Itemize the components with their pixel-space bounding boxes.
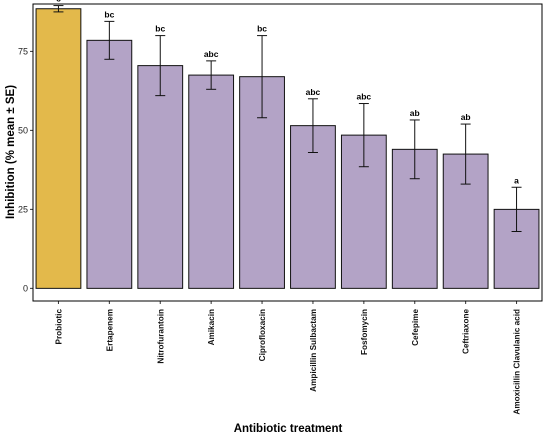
significance-label: abc: [306, 87, 321, 97]
x-tick-label: Amikacin: [207, 309, 216, 345]
bar-amikacin: [188, 74, 235, 289]
x-tick-label: Nitrofurantoin: [156, 309, 165, 364]
x-tick-label: Amoxicillin Clavulanic acid: [513, 309, 522, 415]
y-tick-label: 25: [18, 204, 28, 214]
x-tick-label: Ertapenem: [105, 309, 114, 351]
significance-label: abc: [204, 49, 219, 59]
bar-nitrofurantoin: [137, 65, 184, 289]
significance-label: bc: [257, 24, 267, 34]
x-tick-label: Ampicillin Sulbactam: [309, 309, 318, 392]
x-tick-label: Ceftriaxone: [462, 309, 471, 354]
significance-label: abc: [357, 92, 372, 102]
y-tick-label: 75: [18, 46, 28, 56]
plot-panel-border: [32, 3, 543, 302]
significance-label: bc: [155, 24, 165, 34]
significance-label: a: [514, 175, 519, 185]
y-tick-label: 0: [23, 283, 28, 293]
y-axis-title: Inhibition (% mean ± SE): [5, 85, 17, 219]
x-tick-label: Fosfomycin: [360, 309, 369, 355]
x-tick-label: Ciprofloxacin: [258, 309, 267, 361]
x-tick-label: Probiotic: [54, 309, 63, 345]
significance-label: c: [56, 0, 61, 4]
significance-label: ab: [410, 108, 420, 118]
bar-ertapenem: [86, 39, 133, 289]
significance-label: ab: [461, 112, 471, 122]
y-tick-label: 50: [18, 125, 28, 135]
significance-label: bc: [104, 9, 114, 19]
x-axis-title: Antibiotic treatment: [234, 423, 343, 435]
x-tick-label: Cefepime: [411, 309, 420, 346]
bar-probiotic: [35, 8, 82, 289]
